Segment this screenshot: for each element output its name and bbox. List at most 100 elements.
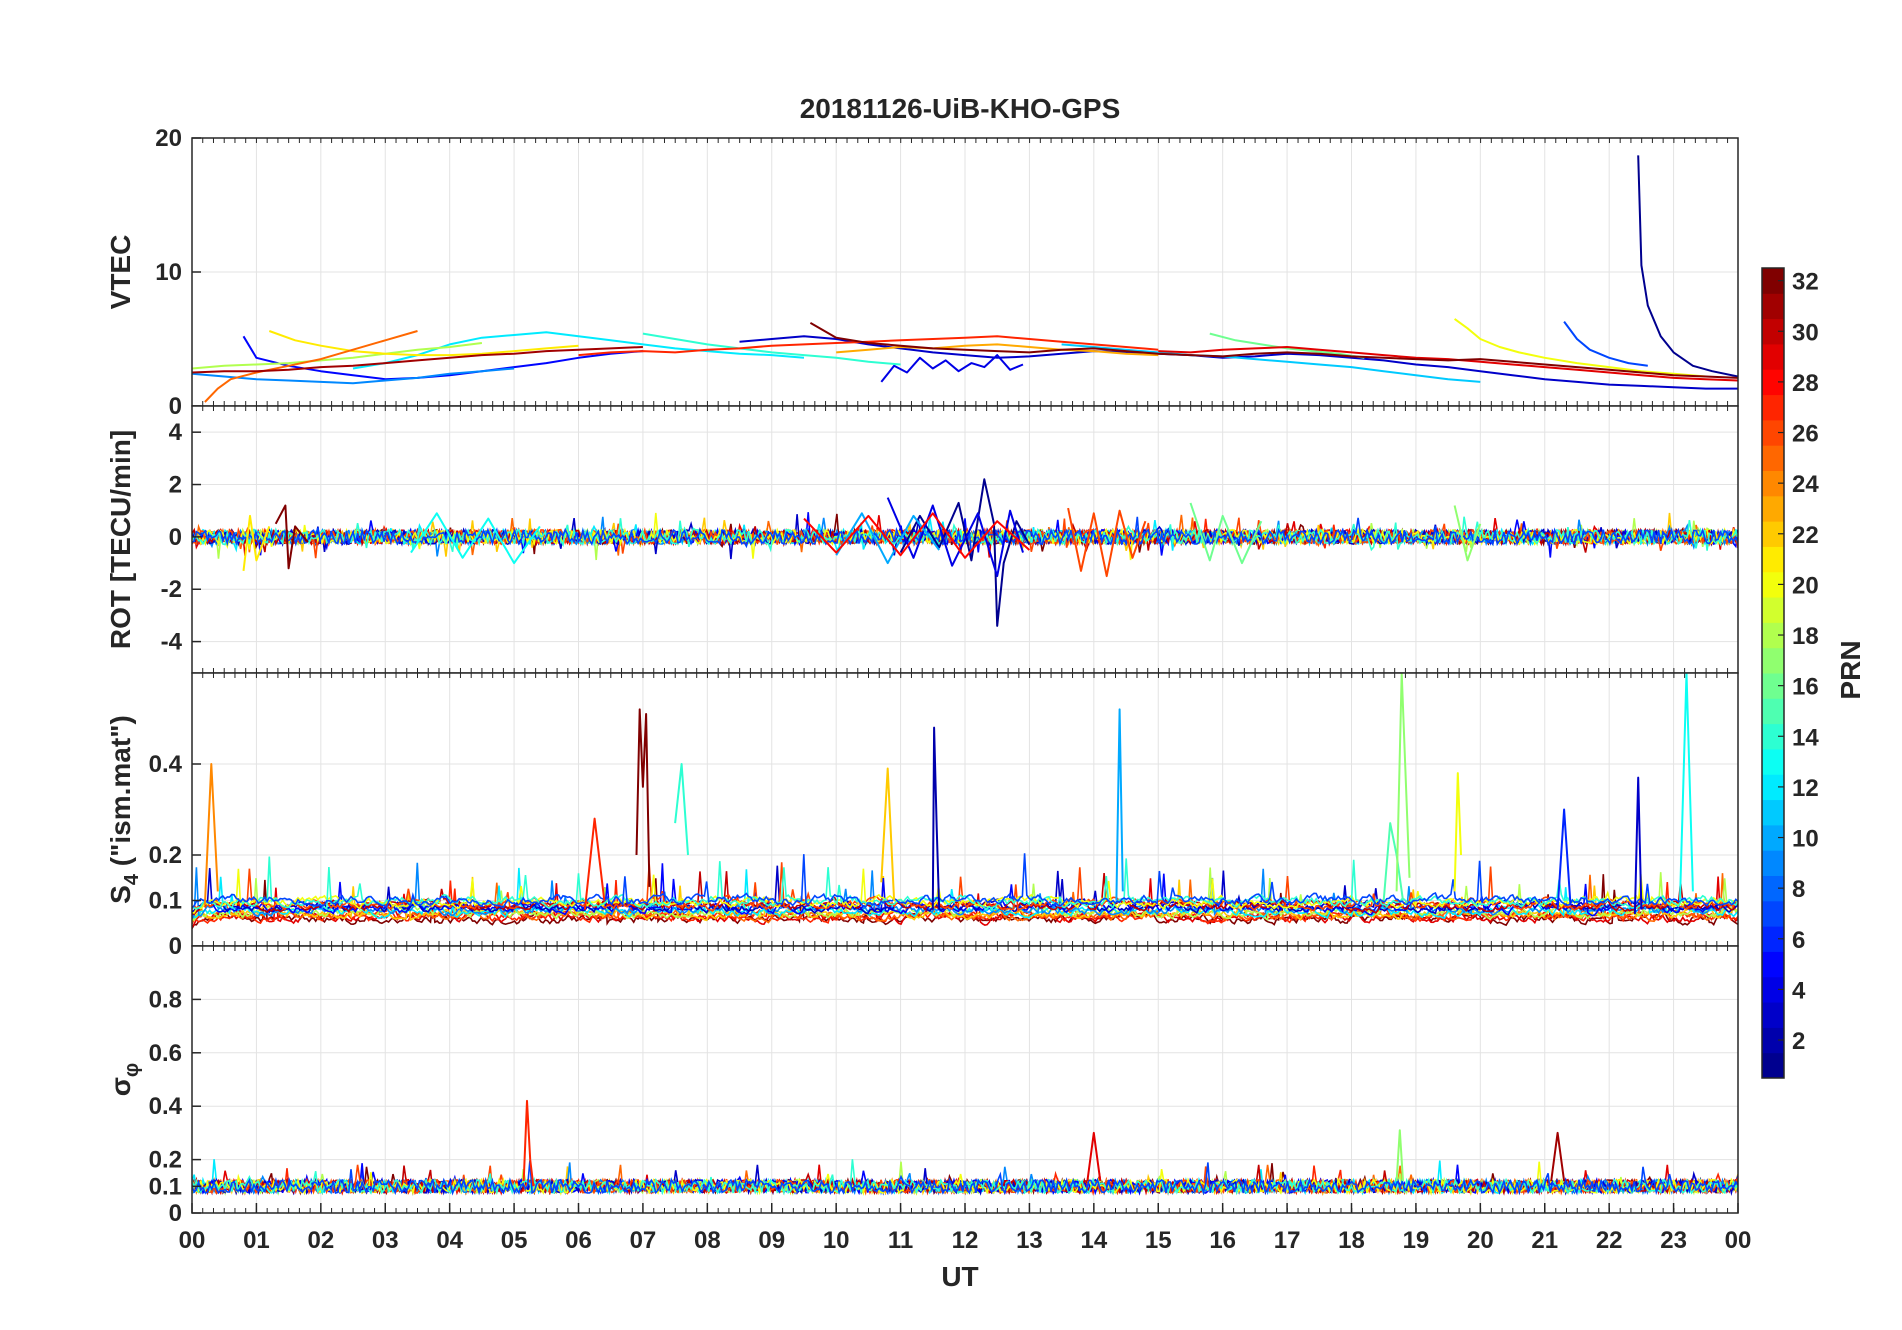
series-line-prn-22 — [880, 767, 896, 901]
x-tick-label: 10 — [823, 1227, 850, 1254]
colorbar-segment — [1762, 293, 1784, 320]
series-line-prn-32 — [274, 504, 309, 570]
noise-trace — [192, 1160, 1738, 1196]
series-line-prn-4 — [880, 354, 1024, 383]
x-tick-label: 05 — [501, 1227, 528, 1254]
y-axis-label-vtec: VTEC — [105, 235, 136, 310]
series-line-prn-17 — [1395, 673, 1411, 892]
y-label-subscript: 4 — [121, 873, 143, 885]
x-tick-label: 08 — [694, 1227, 721, 1254]
series-line-prn-15 — [1382, 822, 1404, 901]
series-line-prn-4 — [886, 497, 1024, 578]
noise-trace — [192, 868, 1738, 914]
y-tick-label: 20 — [155, 125, 182, 152]
colorbar-tick-label: 18 — [1792, 623, 1819, 650]
y-tick-label: 0 — [169, 393, 182, 420]
series-line-prn-14 — [674, 763, 689, 856]
series-line-prn-3 — [1633, 776, 1643, 915]
colorbar-segment — [1762, 824, 1784, 851]
noise-trace — [192, 856, 1738, 911]
panel-vtec: 0 10 20 VTEC — [105, 125, 1739, 420]
series-line-prn-9 — [192, 367, 515, 385]
series-line-prn-27 — [578, 335, 1159, 357]
colorbar-segment — [1762, 673, 1784, 699]
series-line-prn-23 — [836, 343, 1159, 357]
colorbar-segment — [1762, 546, 1784, 573]
colorbar-segment — [1762, 419, 1784, 446]
colorbar-tick-label: 28 — [1792, 370, 1819, 397]
series-line-prn-27 — [583, 817, 606, 910]
series-line-prn-28 — [803, 512, 1031, 559]
colorbar-segment — [1762, 926, 1784, 952]
x-tick-label: 17 — [1274, 1227, 1301, 1254]
panel-sigma: 00.10.2 0.4 0.6 0.8 σφ — [105, 945, 1739, 1227]
series-line-prn-21 — [268, 330, 579, 357]
colorbar-segment — [1762, 1027, 1784, 1054]
colorbar-segment — [1762, 268, 1784, 294]
x-tick-label: 23 — [1660, 1227, 1687, 1254]
series-line-prn-32 — [635, 708, 651, 887]
series-line-prn-17 — [1395, 1129, 1404, 1182]
y-axis-label-sigma: σφ — [105, 1063, 143, 1096]
series-line-prn-18 — [192, 342, 483, 370]
y-tick-label: 0 — [169, 933, 182, 960]
series-line-prn-29 — [1086, 1131, 1102, 1182]
y-label-main: σ — [105, 1077, 136, 1096]
series-line-prn-14 — [642, 332, 901, 366]
series-line-prn-1 — [899, 478, 1031, 627]
series-line-prn-1 — [1637, 155, 1738, 378]
colorbar-label: PRN — [1835, 640, 1866, 699]
y-tick-label: 0.4 — [149, 1093, 183, 1120]
series-line-prn-26 — [1067, 507, 1147, 578]
y-tick-label: 0 — [169, 1200, 182, 1227]
colorbar-segment — [1762, 900, 1784, 927]
colorbar-tick-label: 16 — [1792, 674, 1819, 701]
y-tick-label: -2 — [161, 576, 182, 603]
y-tick-label: 0.4 — [149, 751, 183, 778]
x-tick-label: 11 — [888, 1227, 913, 1254]
x-tick-label: 16 — [1209, 1227, 1236, 1254]
series-line-prn-20 — [1454, 318, 1706, 378]
series-line-prn-32 — [809, 322, 1738, 379]
x-tick-label: 04 — [436, 1227, 463, 1254]
colorbar-segment — [1762, 597, 1784, 623]
colorbar-segment — [1762, 850, 1784, 876]
colorbar-segment — [1762, 445, 1784, 471]
colorbar-segment — [1762, 1052, 1784, 1079]
colorbar-segment — [1762, 748, 1784, 775]
colorbar-tick-label: 4 — [1792, 977, 1806, 1004]
series-line-prn-29 — [1158, 346, 1738, 382]
chart-title: 20181126-UiB-KHO-GPS — [800, 93, 1121, 124]
colorbar-tick-label: 32 — [1792, 269, 1819, 296]
series-line-prn-10 — [1115, 708, 1124, 901]
series-line-prn-24 — [203, 763, 219, 906]
series-line-prn-11 — [1061, 343, 1481, 383]
series-line-prn-6 — [1556, 808, 1572, 910]
series-line-prn-17 — [1453, 505, 1482, 562]
colorbar-tick-label: 2 — [1792, 1028, 1805, 1055]
panel-rot: -4 -2 0 2 4 ROT [TECU/min] — [105, 405, 1739, 674]
colorbar-tick-label: 22 — [1792, 522, 1819, 549]
colorbar-tick-label: 24 — [1792, 471, 1819, 498]
x-tick-label: 15 — [1145, 1227, 1172, 1254]
colorbar-frame — [1761, 267, 1785, 1079]
x-tick-label: 09 — [758, 1227, 785, 1254]
x-tick-label: 02 — [307, 1227, 334, 1254]
x-tick-label: 13 — [1016, 1227, 1043, 1254]
y-tick-label: 0.8 — [149, 986, 182, 1013]
y-tick-label: 0.2 — [149, 1147, 182, 1174]
x-tick-label: 12 — [952, 1227, 979, 1254]
colorbar-segment — [1762, 470, 1784, 497]
colorbar-segment — [1762, 1002, 1784, 1028]
colorbar-segment — [1762, 774, 1784, 801]
x-tick-label: 07 — [630, 1227, 657, 1254]
x-tick-label: 06 — [565, 1227, 592, 1254]
colorbar-segment — [1762, 976, 1784, 1003]
plot-area-sigma — [192, 1099, 1738, 1197]
x-tick-label: 20 — [1467, 1227, 1494, 1254]
x-axis: 00 01 02 03 04 05 06 07 08 09 10 11 12 13 14 15 16 17 18 19… — [179, 1203, 1751, 1254]
colorbar-tick-label: 6 — [1792, 927, 1805, 954]
series-line-prn-2 — [931, 726, 941, 910]
colorbar-tick-label: 14 — [1792, 724, 1819, 751]
